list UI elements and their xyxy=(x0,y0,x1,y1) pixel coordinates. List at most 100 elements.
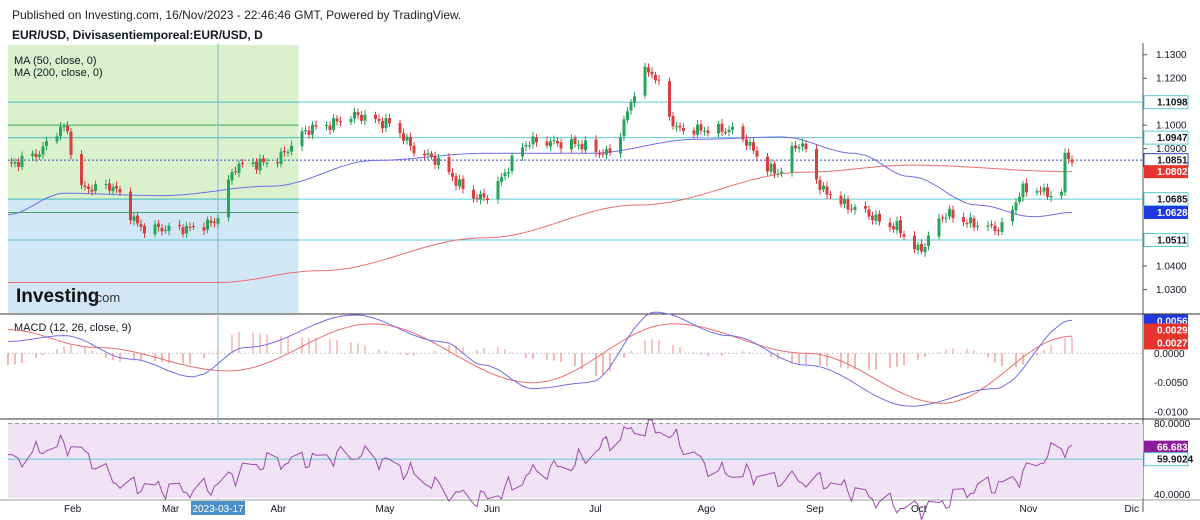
candle-body xyxy=(104,184,108,186)
candle-body xyxy=(899,220,902,234)
time-tick-label-4: Jun xyxy=(484,504,500,515)
macd-signal-badge-bg xyxy=(1144,323,1188,337)
candle-body xyxy=(374,114,377,119)
candle-body xyxy=(874,214,878,221)
candle-body xyxy=(745,139,748,146)
candle-body xyxy=(608,148,612,153)
price-tick-label-4: 1.0900 xyxy=(1156,144,1187,155)
candle-body xyxy=(118,189,122,193)
time-tick-label-6: Ago xyxy=(698,504,716,515)
candle-body xyxy=(1021,183,1025,198)
candle-body xyxy=(111,186,115,192)
level-badge-3: 1.0511 xyxy=(1157,235,1187,246)
price-tick-label-3: 1.1000 xyxy=(1156,121,1187,132)
level-badge-0: 1.1098 xyxy=(1157,98,1188,109)
candle-body xyxy=(668,81,671,117)
candle-body xyxy=(62,126,66,128)
level-badge-1: 1.0947 xyxy=(1157,133,1188,144)
macd-signal-line xyxy=(7,323,1073,404)
candle-body xyxy=(871,215,874,221)
macd-histogram-badge: 0.0027 xyxy=(1157,339,1188,350)
crosshair-date-badge-bg xyxy=(191,501,245,515)
time-tick-label-8: Oct xyxy=(911,504,927,515)
price-tick-label-1: 1.1200 xyxy=(1156,74,1187,85)
candle-body xyxy=(209,220,213,223)
candle-body xyxy=(237,163,241,173)
candle-body xyxy=(507,172,510,174)
candle-body xyxy=(255,161,258,170)
candle-body xyxy=(1042,187,1046,192)
candle-body xyxy=(234,171,237,173)
candle-body xyxy=(724,132,727,134)
candle-body xyxy=(136,215,139,224)
candle-body xyxy=(475,197,479,200)
candle-body xyxy=(577,144,580,146)
candle-body xyxy=(363,114,367,121)
candle-body xyxy=(314,125,318,127)
investing-logo-suffix: .com xyxy=(92,290,120,305)
candle-body xyxy=(360,114,363,121)
macd-histogram xyxy=(7,331,1073,377)
candle-body xyxy=(818,180,822,190)
candle-body xyxy=(584,140,587,151)
candle-body xyxy=(699,124,703,131)
candle-body xyxy=(794,145,797,149)
candle-body xyxy=(402,133,405,141)
candle-body xyxy=(923,246,927,253)
crosshair-date-label: 2023-03-17 xyxy=(192,504,244,515)
candle-body xyxy=(766,156,769,172)
candle-body xyxy=(1067,152,1070,159)
candle-body xyxy=(132,216,136,221)
candle-body xyxy=(867,209,871,217)
candle-body xyxy=(430,153,433,157)
candle-body xyxy=(678,125,682,128)
candle-body xyxy=(349,118,353,123)
candle-body xyxy=(1000,221,1004,232)
candle-body xyxy=(55,136,59,142)
time-tick-label-5: Jul xyxy=(589,504,602,515)
candle-body xyxy=(157,223,160,227)
candles xyxy=(10,62,1074,257)
candle-body xyxy=(188,226,192,228)
candle-body xyxy=(647,67,650,73)
candle-body xyxy=(850,208,853,210)
candle-body xyxy=(458,179,461,187)
candle-body xyxy=(822,185,825,190)
candle-body xyxy=(671,116,675,127)
candle-body xyxy=(521,147,524,157)
level-badge-0-bg xyxy=(1143,95,1189,110)
candle-body xyxy=(962,217,965,223)
ma-legend-0: MA (50, close, 0) xyxy=(14,55,97,67)
candle-body xyxy=(31,153,34,156)
candle-body xyxy=(139,224,143,227)
candle-body xyxy=(748,142,752,146)
level-badge-3-bg xyxy=(1143,232,1189,247)
candle-body xyxy=(59,126,62,136)
candle-body xyxy=(675,126,678,128)
candle-body xyxy=(969,217,972,224)
symbol-title: EUR/USD, Divisasentiemporeal:EUR/USD, D xyxy=(12,28,263,42)
candle-body xyxy=(846,199,850,210)
candle-body xyxy=(1063,152,1067,193)
candle-body xyxy=(920,243,923,252)
time-tick-label-9: Nov xyxy=(1020,504,1038,515)
candle-body xyxy=(202,227,206,231)
candle-body xyxy=(339,121,342,123)
level-badge-2-bg xyxy=(1143,192,1189,207)
candle-body xyxy=(479,193,482,200)
ma50-line xyxy=(7,136,1073,218)
candle-body xyxy=(409,136,412,147)
candle-body xyxy=(605,149,608,155)
candle-body xyxy=(545,141,549,146)
candle-body xyxy=(41,146,45,155)
price-tick-label-5: 1.0400 xyxy=(1156,262,1187,273)
candle-body xyxy=(265,162,269,164)
candle-body xyxy=(388,118,391,124)
candle-body xyxy=(654,74,657,81)
candle-body xyxy=(20,156,24,168)
ma200-badge: 1.0802 xyxy=(1157,167,1188,178)
ma200-line xyxy=(8,164,1072,283)
candle-body xyxy=(892,226,895,230)
candle-body xyxy=(160,227,164,232)
